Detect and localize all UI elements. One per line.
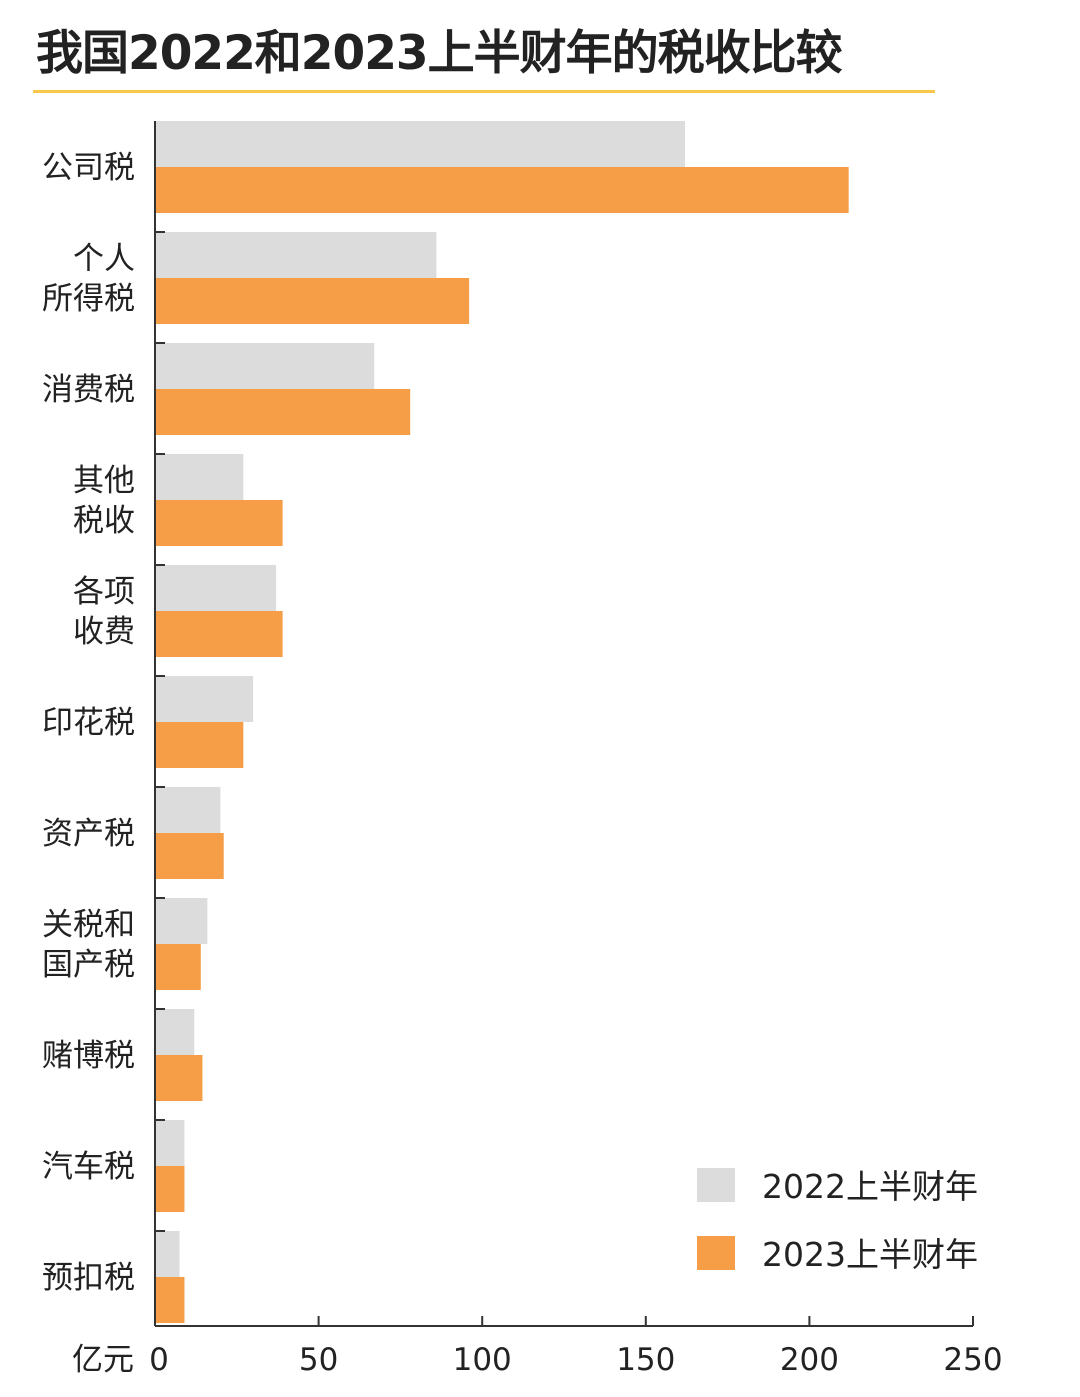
x-tick-label: 50 — [299, 1342, 338, 1378]
bar-2022-2 — [155, 343, 375, 389]
bar-2023-9 — [155, 1166, 185, 1212]
x-tick-label: 150 — [616, 1342, 675, 1378]
bar-2022-4 — [155, 565, 277, 611]
category-label: 印花税 — [42, 705, 135, 741]
category-label: 消费税 — [42, 372, 135, 408]
bar-2022-7 — [155, 898, 208, 944]
legend-swatch-2023 — [697, 1236, 735, 1270]
x-tick-label: 250 — [943, 1342, 1002, 1378]
bar-2023-5 — [155, 722, 244, 768]
bar-2023-1 — [155, 278, 470, 324]
x-tick-label: 200 — [780, 1342, 839, 1378]
bar-2022-3 — [155, 454, 244, 500]
category-label: 赌博税 — [42, 1038, 135, 1074]
bar-2023-0 — [155, 167, 849, 213]
bar-2022-1 — [155, 232, 437, 278]
bar-2022-5 — [155, 676, 254, 722]
legend-label-2022: 2022上半财年 — [762, 1167, 978, 1206]
bar-2023-4 — [155, 611, 283, 657]
bar-2023-3 — [155, 500, 283, 546]
bar-2023-2 — [155, 389, 411, 435]
x-tick-label: 100 — [453, 1342, 512, 1378]
bar-2022-8 — [155, 1009, 195, 1055]
bar-2022-10 — [155, 1231, 180, 1277]
category-label: 预扣税 — [42, 1260, 135, 1296]
bar-2023-7 — [155, 944, 201, 990]
bar-2023-6 — [155, 833, 224, 879]
category-label: 关税和国产税 — [42, 907, 135, 983]
category-label: 个人所得税 — [42, 241, 135, 317]
title-rule — [33, 90, 935, 93]
bars-layer — [155, 121, 849, 1323]
axis-layer — [154, 121, 974, 1327]
unit-label: 亿元 — [72, 1342, 134, 1378]
x-tick-label: 0 — [149, 1342, 169, 1378]
bar-2023-8 — [155, 1055, 203, 1101]
bar-2022-0 — [155, 121, 686, 167]
category-label: 其他税收 — [73, 463, 135, 539]
legend-label-2023: 2023上半财年 — [762, 1235, 978, 1274]
category-label: 公司税 — [42, 150, 135, 186]
legend-swatch-2022 — [697, 1168, 735, 1202]
category-label: 汽车税 — [42, 1149, 135, 1185]
chart-title: 我国2022和2023上半财年的税收比较 — [36, 26, 843, 81]
bar-2023-10 — [155, 1277, 185, 1323]
category-label: 资产税 — [42, 816, 135, 852]
x-tick-labels: 0 50 100 150 200 250 亿元 — [72, 1342, 1003, 1378]
legend: 2022上半财年 2023上半财年 — [697, 1167, 978, 1274]
category-label: 各项收费 — [73, 574, 135, 650]
bar-2022-6 — [155, 787, 221, 833]
bar-2022-9 — [155, 1120, 185, 1166]
